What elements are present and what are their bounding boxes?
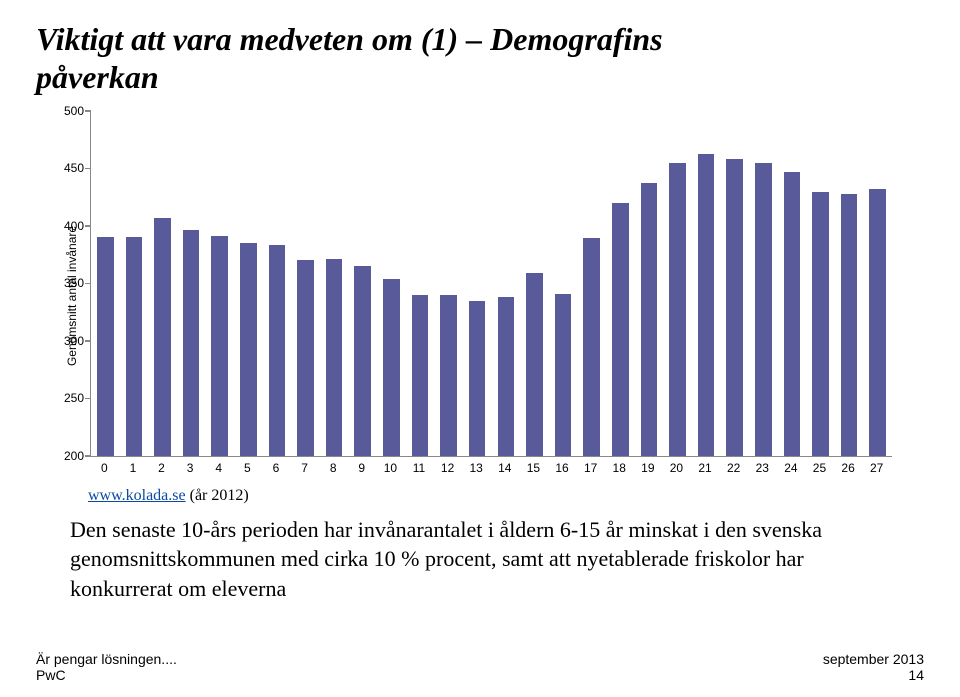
x-tick-label: 13 [470,461,483,475]
bar [583,238,600,455]
bar [326,259,343,456]
x-tick-label: 25 [813,461,826,475]
bar [297,260,314,456]
footer-left-line-2: PwC [36,667,66,683]
x-tick-label: 24 [784,461,797,475]
bar [354,266,371,456]
x-tick-label: 19 [641,461,654,475]
bar [240,243,257,456]
y-tick-mark [85,168,91,170]
footer-right-line-2: 14 [908,667,924,683]
bar [440,295,457,456]
y-tick-label: 300 [54,334,84,348]
footer-left-line-1: Är pengar lösningen.... [36,651,177,667]
x-tick-label: 7 [301,461,308,475]
x-tick-label: 16 [555,461,568,475]
x-tick-label: 1 [130,461,137,475]
bar [555,294,572,456]
bar [469,301,486,456]
y-tick-label: 400 [54,219,84,233]
y-tick-mark [85,110,91,112]
bar [812,192,829,455]
bar [841,194,858,456]
page-title: Viktigt att vara medveten om (1) – Demog… [36,20,924,97]
x-tick-label: 22 [727,461,740,475]
bar [412,295,429,456]
bar [154,218,171,456]
bar [669,163,686,456]
bar [383,279,400,456]
x-ticks: 0123456789101112131415161718192021222324… [90,457,892,481]
bar [784,172,801,456]
bar [269,245,286,455]
x-tick-label: 3 [187,461,194,475]
footer-right: september 2013 14 [823,651,924,683]
footer-left: Är pengar lösningen.... PwC [36,651,177,683]
title-line-2: påverkan [36,59,159,95]
x-tick-label: 12 [441,461,454,475]
y-tick-label: 350 [54,276,84,290]
x-tick-label: 17 [584,461,597,475]
y-tick-mark [85,398,91,400]
y-ticks: 200250300350400450500 [54,111,84,457]
chart-source: www.kolada.se (år 2012) [88,487,924,505]
y-tick-label: 250 [54,391,84,405]
x-tick-label: 14 [498,461,511,475]
x-tick-label: 6 [273,461,280,475]
source-link[interactable]: www.kolada.se [88,487,186,504]
x-tick-label: 23 [756,461,769,475]
bar [641,183,658,456]
bar [498,297,515,456]
x-tick-label: 21 [698,461,711,475]
x-tick-label: 0 [101,461,108,475]
x-tick-label: 18 [613,461,626,475]
x-tick-label: 9 [358,461,365,475]
bar [612,203,629,456]
source-suffix: (år 2012) [190,487,249,504]
body-paragraph: Den senaste 10-års perioden har invånara… [70,515,890,604]
x-tick-label: 26 [841,461,854,475]
footer-right-line-1: september 2013 [823,651,924,667]
x-tick-label: 10 [384,461,397,475]
y-tick-label: 450 [54,161,84,175]
bar [869,189,886,456]
bar [211,236,228,456]
bar [526,273,543,456]
x-tick-label: 5 [244,461,251,475]
y-tick-mark [85,225,91,227]
y-tick-label: 500 [54,104,84,118]
y-tick-label: 200 [54,449,84,463]
x-tick-label: 2 [158,461,165,475]
x-tick-label: 4 [215,461,222,475]
x-tick-label: 15 [527,461,540,475]
bar [698,154,715,455]
title-line-1: Viktigt att vara medveten om (1) – Demog… [36,21,663,57]
x-tick-label: 8 [330,461,337,475]
bars-container [91,111,892,456]
plot-area [90,111,892,457]
bar [726,159,743,456]
bar [126,237,143,456]
y-tick-mark [85,283,91,285]
y-tick-mark [85,340,91,342]
bar [97,237,114,456]
x-tick-label: 27 [870,461,883,475]
x-tick-label: 11 [413,461,425,475]
bar [755,163,772,456]
x-tick-label: 20 [670,461,683,475]
demography-bar-chart: Genomsnitt antal invånare 20025030035040… [46,111,896,481]
bar [183,230,200,455]
